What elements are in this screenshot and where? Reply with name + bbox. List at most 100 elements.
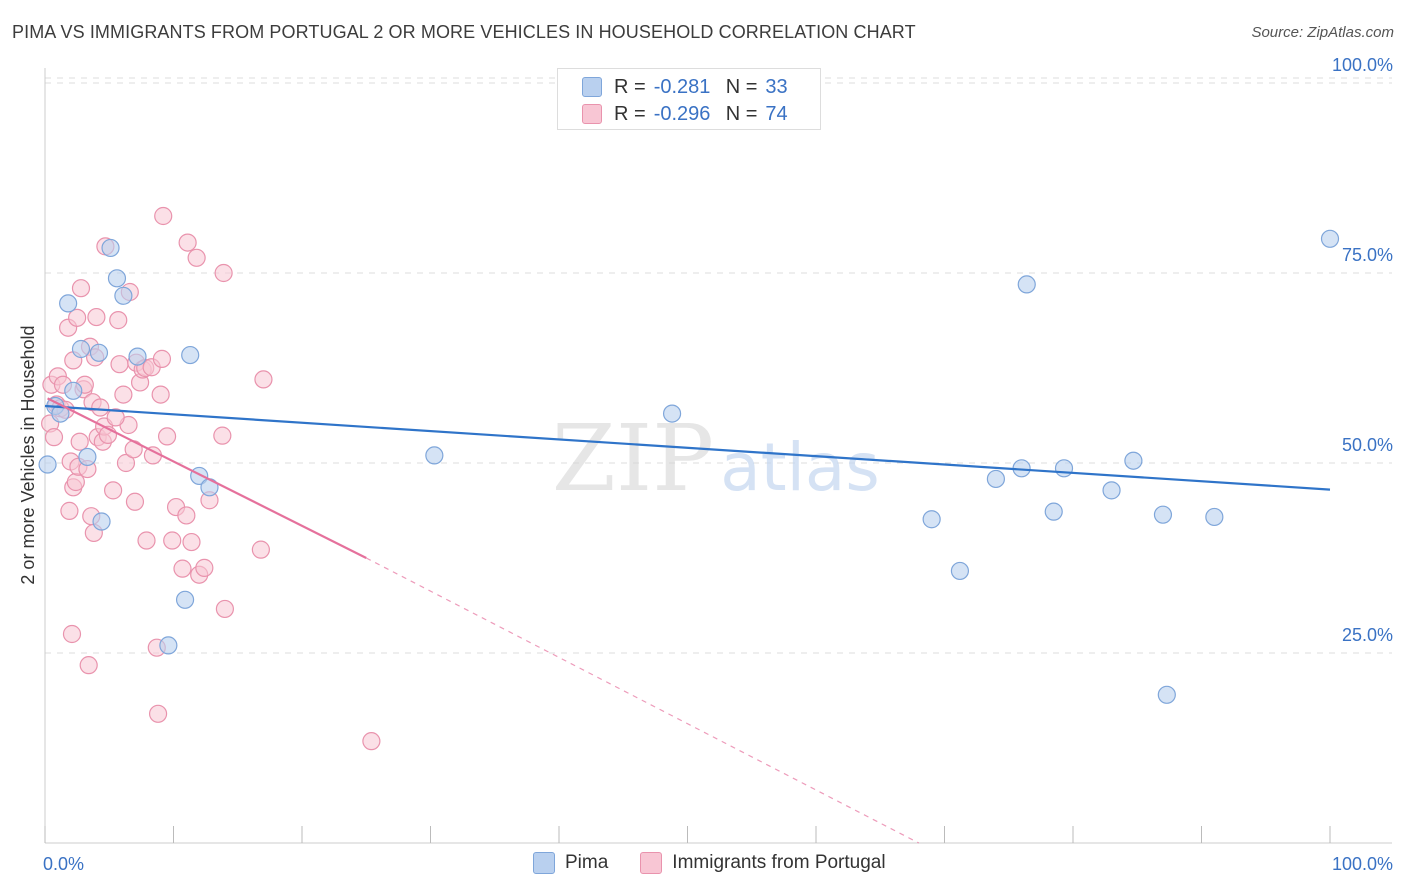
legend-item-portugal[interactable]: Immigrants from Portugal: [640, 852, 886, 874]
portugal-point: [182, 532, 201, 552]
portugal-point: [116, 453, 136, 473]
portugal-point: [157, 427, 177, 446]
portugal-point: [60, 501, 79, 520]
portugal-point: [143, 446, 163, 465]
axes: [44, 68, 1392, 844]
portugal-point: [213, 426, 232, 445]
portugal-swatch-icon: [640, 852, 663, 874]
pima-trend-line: [44, 404, 1331, 491]
x-tick-label-min: 0.0%: [43, 854, 84, 874]
portugal-point: [125, 492, 145, 511]
x-tick-label-max: 100.0%: [1332, 854, 1393, 874]
portugal-point: [195, 558, 214, 577]
pima-point: [128, 347, 147, 366]
grid-lines: [45, 77, 1392, 654]
portugal-point: [151, 385, 170, 404]
legend-n-label: N =: [725, 102, 758, 125]
y-tick-label: 100.0%: [1332, 55, 1393, 75]
pima-point: [1102, 481, 1121, 500]
pima-point: [950, 561, 970, 581]
portugal-point: [187, 248, 206, 267]
portugal-trend-extension: [365, 557, 920, 844]
pima-point: [181, 345, 200, 365]
portugal-point: [62, 624, 82, 644]
portugal-point: [44, 428, 64, 447]
pima-point: [92, 512, 111, 531]
portugal-point: [215, 599, 234, 619]
legend-r-label: R =: [614, 75, 646, 98]
pima-point: [1157, 685, 1176, 704]
pima-point: [78, 447, 97, 467]
pima-point: [114, 286, 133, 305]
portugal-point: [254, 370, 273, 389]
portugal-point: [251, 540, 270, 559]
pima-point: [89, 343, 109, 362]
pima-point: [1017, 275, 1036, 294]
pima-point: [1124, 451, 1143, 470]
pima-point: [71, 339, 91, 359]
tick-labels: 25.0% 50.0% 75.0% 100.0% 0.0% 100.0%: [43, 55, 1393, 874]
legend-item-pima[interactable]: Pima: [533, 852, 608, 874]
portugal-trend-line: [47, 397, 367, 559]
portugal-point: [154, 206, 173, 226]
portugal-point: [163, 531, 182, 550]
y-tick-label: 75.0%: [1342, 245, 1393, 265]
pima-point: [662, 404, 682, 423]
pima-points: [38, 229, 1340, 704]
watermark-atlas: atlas: [720, 429, 880, 506]
trend-lines: [44, 397, 1331, 844]
pima-point: [107, 269, 127, 288]
pima-point: [1044, 502, 1063, 521]
portugal-point: [71, 279, 91, 298]
pima-point: [425, 446, 444, 465]
portugal-swatch-icon: [582, 104, 602, 124]
portugal-point: [137, 531, 156, 550]
pima-point: [1320, 229, 1340, 248]
pima-point: [1205, 507, 1224, 527]
legend-item-label: Immigrants from Portugal: [672, 852, 886, 873]
portugal-point: [68, 308, 87, 327]
pima-point: [922, 510, 941, 529]
pima-point: [986, 469, 1006, 489]
portugal-point: [148, 704, 168, 723]
series-legend: Pima Immigrants from Portugal: [533, 852, 918, 874]
portugal-point: [177, 506, 196, 525]
legend-n-value: 74: [765, 102, 788, 125]
pima-point: [38, 455, 57, 474]
pima-swatch-icon: [533, 852, 555, 874]
portugal-point: [87, 307, 106, 327]
y-tick-label: 50.0%: [1342, 435, 1393, 455]
legend-r-value: -0.281: [653, 75, 711, 98]
source-label: Source: ZipAtlas.com: [1251, 24, 1394, 41]
pima-point: [64, 381, 83, 400]
y-axis-label: 2 or more Vehicles in Household: [18, 325, 38, 584]
pima-point: [1054, 459, 1074, 478]
legend-r-label: R =: [614, 102, 646, 125]
pima-point: [59, 294, 78, 313]
portugal-point: [106, 408, 125, 427]
portugal-point: [109, 311, 128, 330]
legend-row-pima: R = -0.281 N = 33: [582, 75, 788, 99]
pima-point: [159, 636, 178, 655]
portugal-point: [173, 559, 192, 578]
legend-n-value: 33: [765, 75, 788, 98]
watermark-zip: ZIP: [552, 405, 714, 512]
legend-row-portugal: R = -0.296 N = 74: [582, 102, 788, 126]
legend-n-label: N =: [725, 75, 758, 98]
portugal-point: [114, 385, 133, 404]
portugal-point: [91, 398, 110, 417]
chart-title: PIMA VS IMMIGRANTS FROM PORTUGAL 2 OR MO…: [12, 22, 916, 42]
y-tick-label: 25.0%: [1342, 625, 1393, 645]
portugal-point: [70, 432, 89, 451]
stats-legend: R = -0.281 N = 33 R = -0.296 N = 74: [557, 68, 821, 130]
legend-item-label: Pima: [565, 852, 609, 873]
portugal-point: [152, 349, 172, 368]
portugal-point: [110, 355, 129, 374]
portugal-point: [362, 732, 381, 751]
pima-point: [101, 238, 120, 258]
pima-swatch-icon: [582, 77, 602, 97]
portugal-point: [79, 656, 98, 675]
portugal-point: [104, 481, 123, 500]
portugal-point: [214, 263, 233, 283]
